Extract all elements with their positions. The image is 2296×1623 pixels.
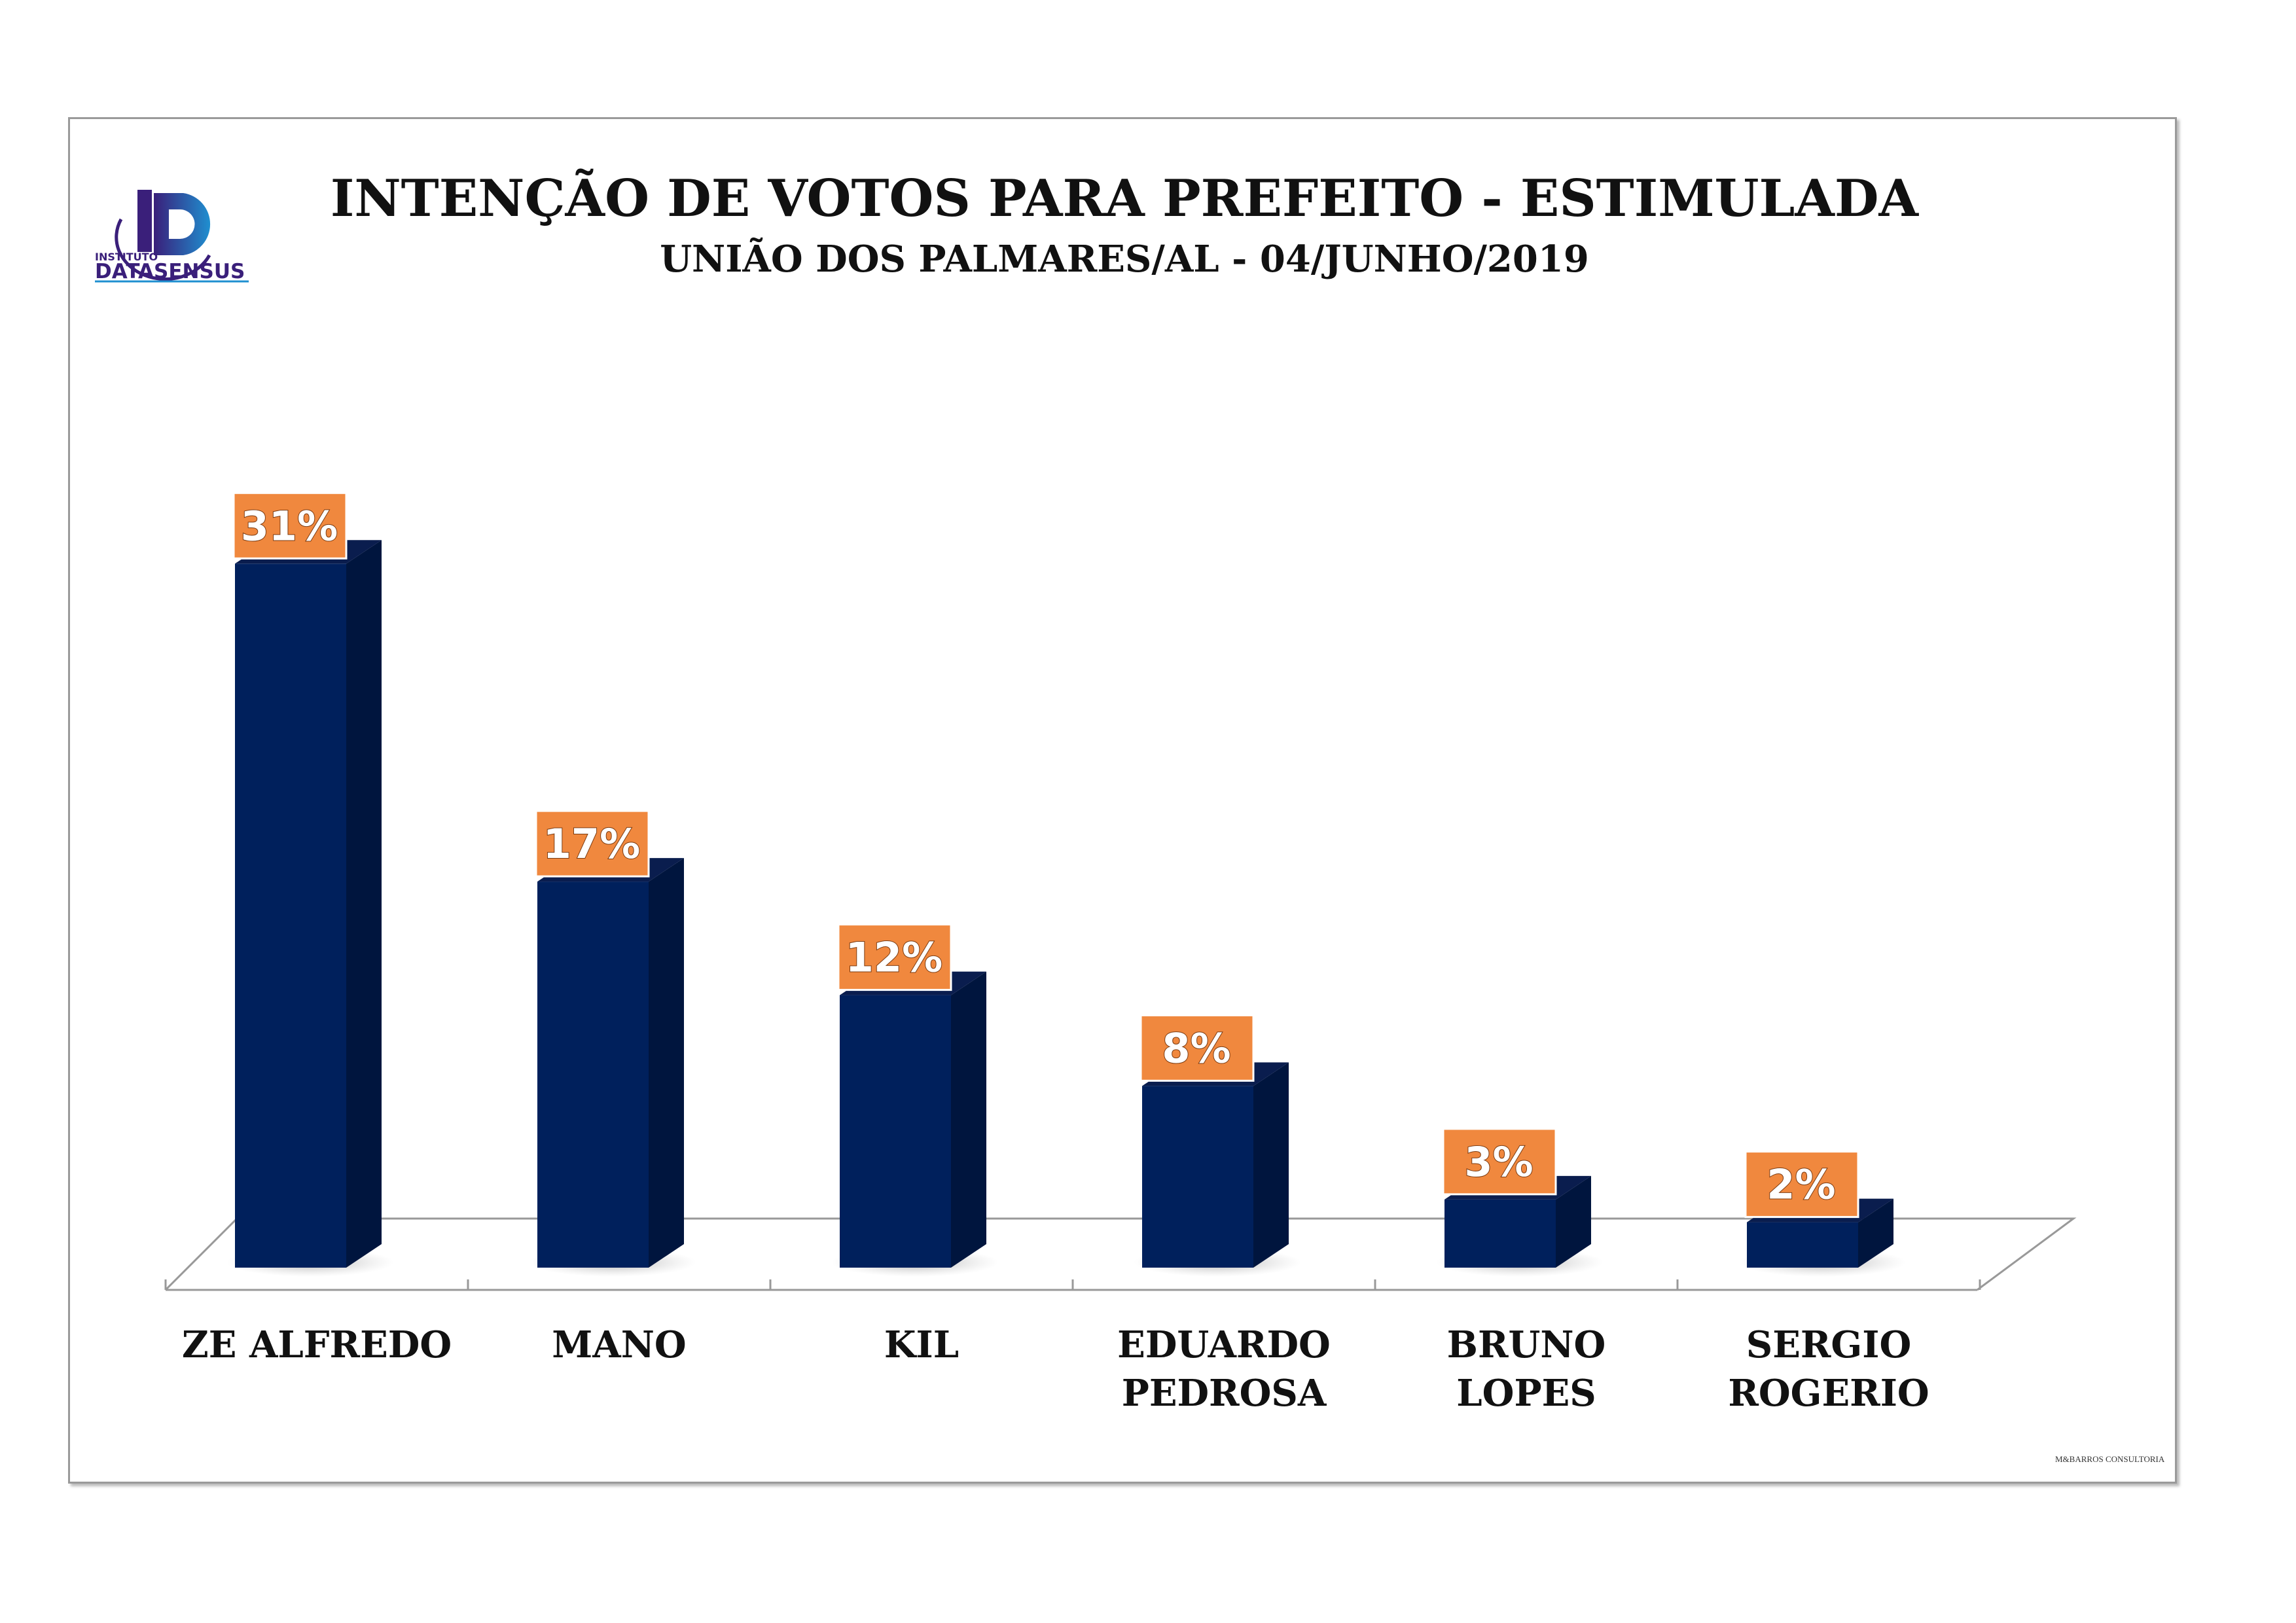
category-label: PEDROSA bbox=[1122, 1372, 1327, 1415]
bar-front bbox=[1747, 1222, 1858, 1268]
watermark: M&BARROS CONSULTORIA bbox=[2055, 1454, 2165, 1464]
data-label: 8% bbox=[1162, 1024, 1230, 1072]
category-label: ZE ALFREDO bbox=[182, 1323, 452, 1366]
svg-text:DATASENSUS: DATASENSUS bbox=[95, 260, 245, 283]
category-label: EDUARDO bbox=[1117, 1323, 1331, 1366]
bar-side bbox=[1858, 1198, 1893, 1268]
bar-front bbox=[1444, 1199, 1556, 1268]
svg-text:INSTITUTO: INSTITUTO bbox=[95, 251, 158, 263]
data-label: 17% bbox=[543, 820, 640, 868]
data-label: 2% bbox=[1767, 1161, 1835, 1209]
datasensus-logo: INSTITUTO DATASENSUS bbox=[95, 190, 249, 283]
data-label: 12% bbox=[846, 934, 942, 982]
chart-subtitle: UNIÃO DOS PALMARES/AL - 04/JUNHO/2019 bbox=[660, 238, 1589, 281]
chart-title: INTENÇÃO DE VOTOS PARA PREFEITO - ESTIMU… bbox=[331, 168, 1920, 228]
bar-0: 31% bbox=[226, 491, 394, 1277]
bar-side bbox=[1556, 1175, 1591, 1268]
bar-front bbox=[1142, 1086, 1253, 1268]
data-label-box bbox=[1744, 1150, 1859, 1219]
bar-4: 3% bbox=[1436, 1128, 1604, 1277]
data-label-box bbox=[1139, 1014, 1255, 1082]
bar-2: 12% bbox=[831, 923, 999, 1277]
bar-side bbox=[951, 971, 986, 1268]
data-label-box bbox=[837, 923, 952, 991]
data-label-box bbox=[535, 810, 650, 878]
bar-1: 17% bbox=[529, 810, 696, 1277]
bar-front bbox=[235, 563, 346, 1268]
bar-3: 8% bbox=[1134, 1014, 1301, 1277]
bar-5: 2% bbox=[1738, 1150, 1906, 1277]
category-label: LOPES bbox=[1456, 1372, 1596, 1415]
category-label: KIL bbox=[884, 1323, 959, 1366]
category-label: BRUNO bbox=[1447, 1323, 1606, 1366]
data-label-box bbox=[232, 491, 348, 560]
data-label: 31% bbox=[241, 502, 338, 550]
bar-front bbox=[840, 995, 951, 1268]
bar-front bbox=[537, 882, 649, 1268]
category-label: ROGERIO bbox=[1728, 1372, 1929, 1415]
category-label: SERGIO bbox=[1746, 1323, 1911, 1366]
category-label: MANO bbox=[552, 1323, 686, 1366]
data-label: 3% bbox=[1464, 1138, 1533, 1186]
bar-side bbox=[346, 540, 382, 1268]
bar-side bbox=[649, 858, 684, 1268]
data-label-box bbox=[1442, 1128, 1557, 1196]
bar-side bbox=[1253, 1062, 1289, 1268]
